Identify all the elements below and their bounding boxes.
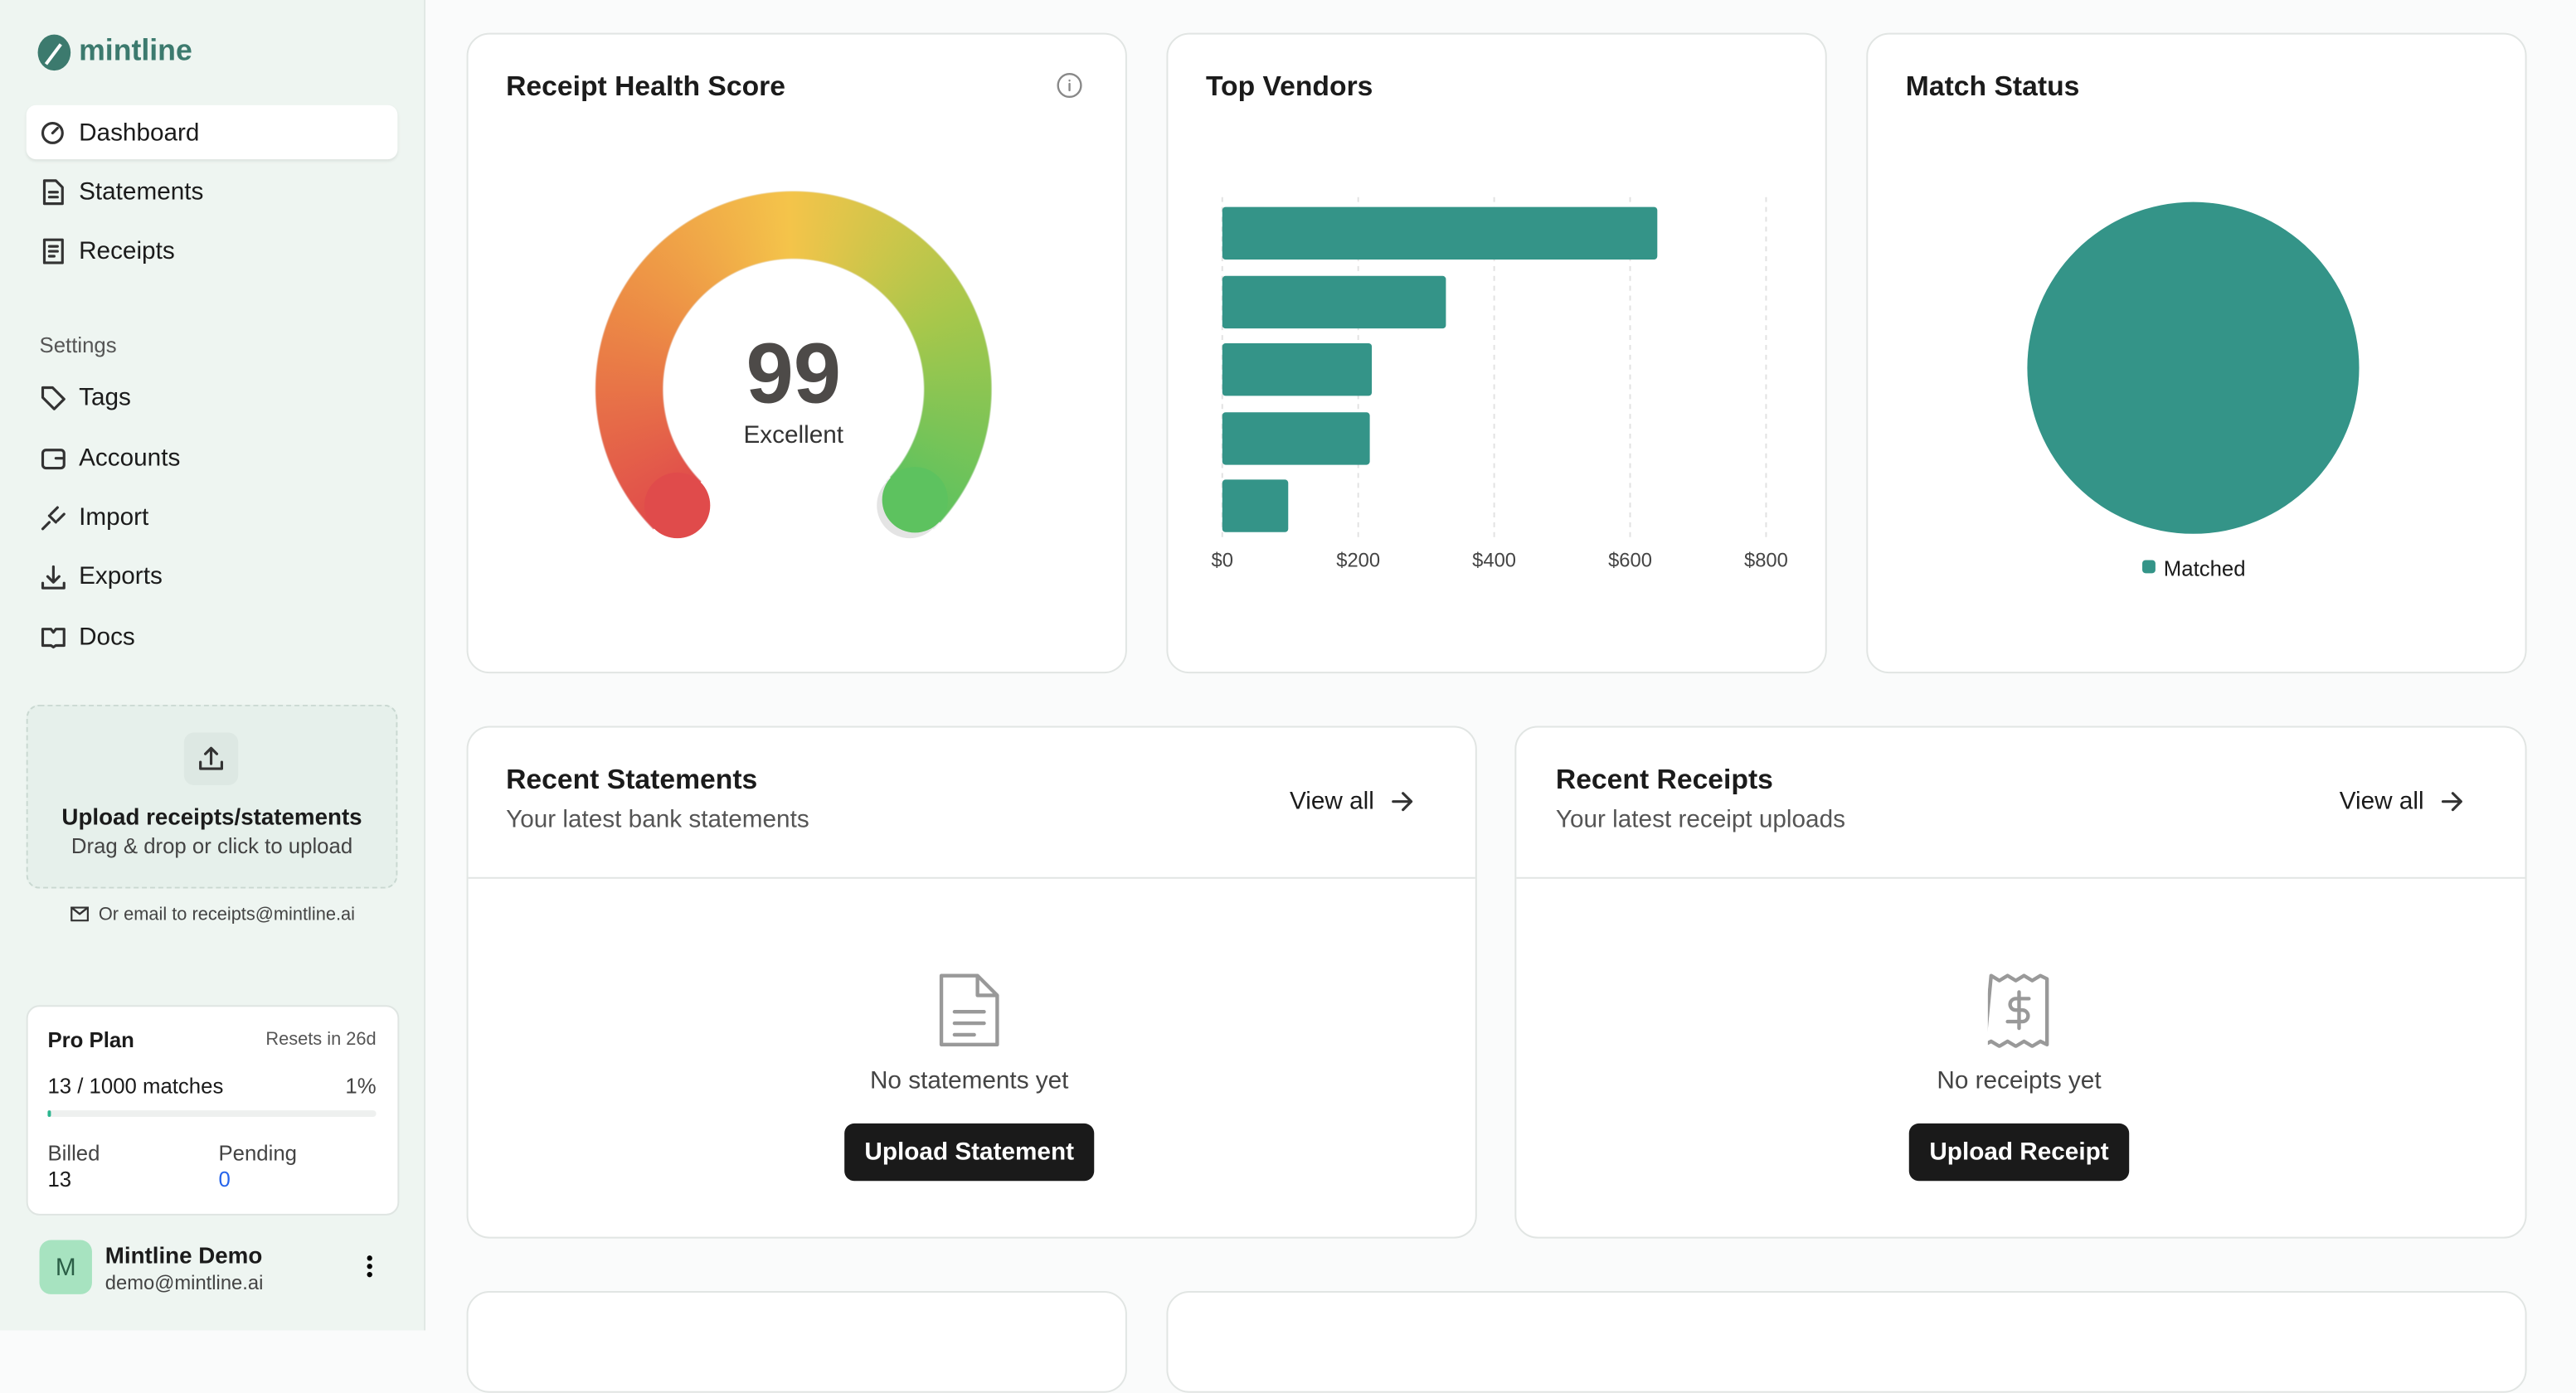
card-title: Top Vendors <box>1205 70 1373 102</box>
empty-icon <box>939 973 999 1047</box>
card <box>466 1290 1127 1393</box>
legend-swatch <box>2142 560 2156 574</box>
gauge-value: 99 <box>746 327 842 423</box>
nav-icon <box>42 238 64 265</box>
nav-item[interactable]: Statements <box>79 177 204 206</box>
bar <box>1222 479 1289 532</box>
empty-text: No receipts yet <box>1937 1066 2102 1095</box>
avatar <box>39 1240 92 1294</box>
upload-title: Upload receipts/statements <box>61 803 362 830</box>
billed-label: Billed <box>47 1140 100 1166</box>
nav-icon <box>41 565 66 590</box>
nav-item[interactable]: Exports <box>79 562 163 591</box>
nav-item[interactable]: Docs <box>79 623 135 652</box>
nav-item[interactable]: Accounts <box>79 444 181 473</box>
plan-name: Pro Plan <box>47 1027 134 1052</box>
pending-value: 0 <box>218 1167 231 1192</box>
gauge-rating: Excellent <box>743 421 844 449</box>
nav-icon <box>41 506 66 531</box>
avatar-initial: M <box>55 1254 76 1283</box>
x-tick-label: $600 <box>1608 550 1652 572</box>
card <box>1166 1290 2527 1393</box>
card-title: Match Status <box>1905 70 2080 102</box>
nav-item[interactable]: Dashboard <box>79 119 200 148</box>
upload-subtitle: Drag & drop or click to upload <box>70 833 353 859</box>
nav-active-bg <box>26 104 398 160</box>
x-tick-label: $0 <box>1212 550 1233 572</box>
bar <box>1222 275 1446 329</box>
bar <box>1222 412 1370 465</box>
chart-layer: $0 $200 $400 $600 $800 <box>644 197 2360 572</box>
nav-icon <box>42 179 64 206</box>
upload-button[interactable]: Upload Statement <box>844 1123 1095 1182</box>
nav-item[interactable]: Tags <box>79 383 131 412</box>
nav-item[interactable]: Import <box>79 503 149 531</box>
usage-track <box>47 1110 377 1117</box>
legend-label: Matched <box>2163 556 2246 581</box>
gauge-cap <box>882 467 948 533</box>
plan-resets: Resets in 26d <box>265 1030 377 1050</box>
bar <box>1222 343 1373 396</box>
brand: mintline <box>79 33 192 67</box>
user-name: Mintline Demo <box>104 1241 263 1269</box>
nav-icon <box>41 449 66 470</box>
view-all[interactable]: View all <box>2339 787 2424 816</box>
pending-label: Pending <box>218 1140 297 1166</box>
arrow-icon <box>1392 792 1413 812</box>
nav-icon <box>41 386 66 410</box>
card-title: Recent Receipts <box>1555 764 1773 795</box>
usage-bar <box>47 1110 51 1117</box>
x-tick-label: $400 <box>1472 550 1516 572</box>
upload-icon <box>199 746 224 770</box>
empty-text: No statements yet <box>869 1066 1069 1095</box>
info-icon[interactable] <box>1057 72 1083 99</box>
logo-icon <box>37 34 71 71</box>
plan-usage-label: 1% <box>345 1073 377 1099</box>
nav-icon <box>41 628 66 649</box>
menu-dots[interactable] <box>365 1253 375 1279</box>
nav-icon <box>41 121 64 144</box>
upload-button[interactable]: Upload Receipt <box>1908 1123 2130 1182</box>
view-all[interactable]: View all <box>1289 787 1374 816</box>
section-heading: Settings <box>39 332 117 357</box>
card-subtitle: Your latest receipt uploads <box>1555 805 1845 834</box>
card-title: Receipt Health Score <box>506 70 785 102</box>
gauge-cap <box>644 472 711 539</box>
card-subtitle: Your latest bank statements <box>506 805 809 834</box>
user-email: demo@mintline.ai <box>104 1271 264 1294</box>
x-tick-label: $200 <box>1336 550 1380 572</box>
pie-slice <box>2027 201 2360 534</box>
card-title: Recent Statements <box>506 764 758 795</box>
bar <box>1222 206 1658 260</box>
billed-value: 13 <box>47 1167 72 1192</box>
mail-icon <box>70 906 89 922</box>
x-tick-label: $800 <box>1744 550 1788 572</box>
plan-matches: 13 / 1000 matches <box>47 1073 224 1099</box>
arrow-icon <box>2441 792 2462 812</box>
empty-icon <box>1987 973 2049 1048</box>
nav-item[interactable]: Receipts <box>79 237 175 265</box>
email-hint: Or email to receipts@mintline.ai <box>98 905 355 925</box>
